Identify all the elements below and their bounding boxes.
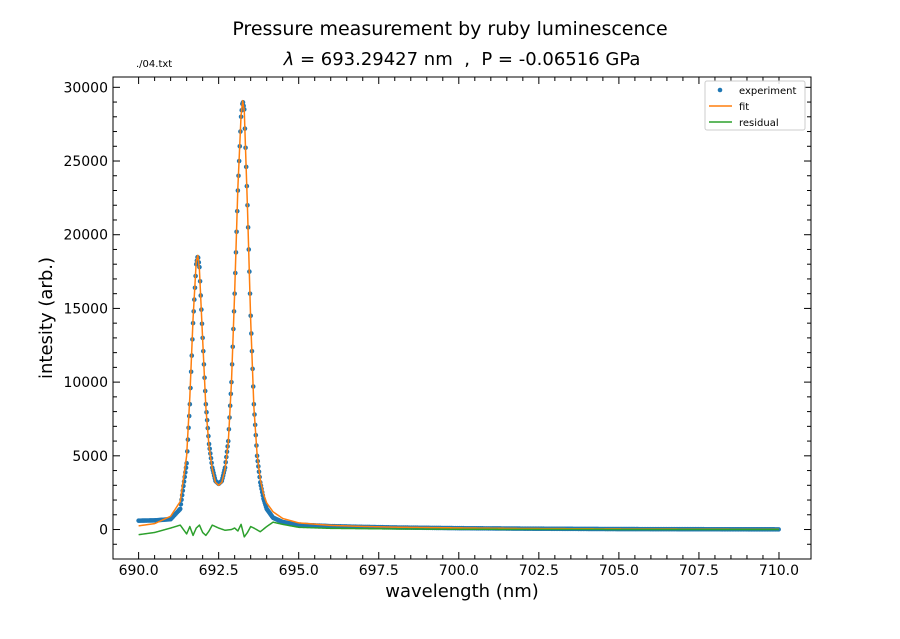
x-tick-label: 690.0: [119, 563, 159, 579]
series-fit: [138, 99, 780, 531]
lambda-symbol: λ: [283, 49, 295, 70]
legend-label-fit: fit: [739, 102, 749, 113]
y-tick-label: 30000: [63, 80, 108, 96]
series-residual: [138, 521, 780, 538]
experiment-point: [177, 506, 183, 512]
file-label: ./04.txt: [136, 59, 172, 70]
y-tick-label: 0: [99, 523, 108, 539]
y-tick-label: 20000: [63, 228, 108, 244]
x-tick-label: 700.0: [439, 563, 479, 579]
y-tick-label: 5000: [72, 449, 108, 465]
subtitle-values: = 693.29427 nm , P = -0.06516 GPa: [294, 49, 640, 70]
chart-subtitle: λ = 693.29427 nm , P = -0.06516 GPa: [283, 49, 641, 70]
x-tick-label: 697.5: [359, 563, 399, 579]
legend-label-residual: residual: [739, 118, 779, 129]
legend-marker-experiment: [717, 87, 723, 93]
x-axis-label: wavelength (nm): [385, 581, 539, 602]
plot-frame: [112, 76, 812, 560]
legend-label-experiment: experiment: [739, 86, 797, 97]
y-tick-label: 25000: [63, 154, 108, 170]
series-experiment: [136, 100, 781, 532]
chart-title: Pressure measurement by ruby luminescenc…: [232, 18, 667, 40]
x-tick-label: 695.0: [279, 563, 319, 579]
y-tick-label: 15000: [63, 301, 108, 317]
legend-frame: [704, 80, 806, 131]
x-tick-label: 692.5: [199, 563, 239, 579]
y-axis-label: intesity (arb.): [36, 257, 57, 379]
y-tick-label: 10000: [63, 375, 108, 391]
x-tick-label: 702.5: [519, 563, 559, 579]
x-tick-label: 707.5: [679, 563, 719, 579]
series-group: [136, 99, 781, 538]
x-tick-label: 710.0: [759, 563, 799, 579]
legend: experiment fit residual: [704, 80, 806, 131]
x-tick-label: 705.0: [599, 563, 639, 579]
axes: 690.0 692.5 695.0 697.5 700.0 702.5 705.0 707.5…: [63, 76, 812, 579]
